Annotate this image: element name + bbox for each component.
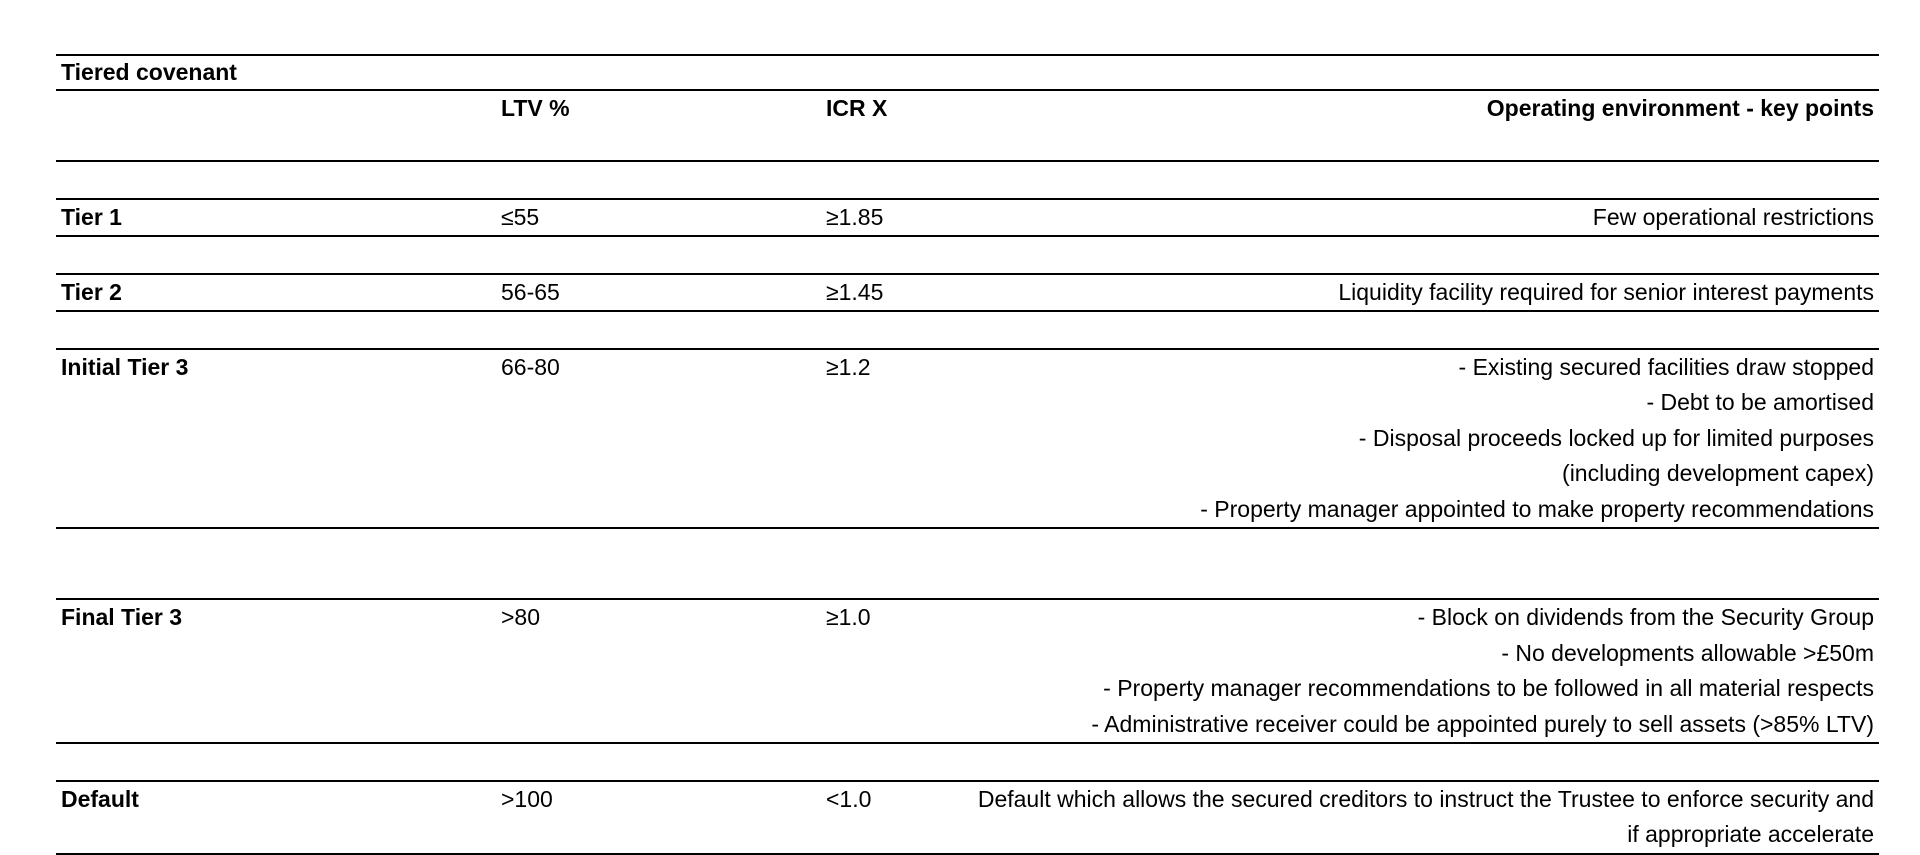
key-point-line: - Administrative receiver could be appoi…	[1091, 710, 1874, 737]
ltv-value: >100	[501, 785, 553, 812]
header-icr: ICR X	[826, 95, 888, 121]
header-tier	[56, 91, 496, 160]
spacer-row	[56, 162, 1879, 200]
tier-label: Default	[61, 785, 139, 812]
icr-and-points: ≥1.2 - Existing secured facilities draw …	[821, 350, 1879, 528]
icr-value: ≥1.0	[826, 604, 871, 630]
tiered-covenant-table: Tiered covenant LTV % ICR X Operating env…	[56, 54, 1879, 855]
icr-value: ≥1.85	[826, 203, 884, 230]
ltv-value: 66-80	[501, 353, 560, 380]
ltv-value: ≤55	[501, 203, 540, 230]
table-title: Tiered covenant	[56, 56, 1879, 91]
header-ltv: LTV %	[501, 95, 570, 121]
table-row: Tier 2 56-65 ≥1.45 Liquidity facility re…	[56, 275, 1879, 312]
spacer-row	[56, 529, 1879, 600]
spacer-row	[56, 237, 1879, 275]
table-row: Tier 1 ≤55 ≥1.85 Few operational restric…	[56, 200, 1879, 237]
key-points: Liquidity facility required for senior i…	[1338, 275, 1874, 311]
icr-and-points: ≥1.45 Liquidity facility required for se…	[821, 275, 1879, 311]
key-point-line: - No developments allowable >£50m	[1501, 639, 1874, 666]
header-row: LTV % ICR X Operating environment - key p…	[56, 91, 1879, 162]
key-points: - Block on dividends from the Security G…	[1091, 600, 1874, 742]
key-point-line: Few operational restrictions	[1592, 203, 1874, 230]
key-point-line: if appropriate accelerate	[1627, 821, 1874, 847]
table-row: Final Tier 3 >80 ≥1.0 - Block on dividen…	[56, 600, 1879, 744]
table-row: Initial Tier 3 66-80 ≥1.2 - Existing sec…	[56, 350, 1879, 529]
key-point-line: - Block on dividends from the Security G…	[1417, 604, 1874, 630]
key-point-line: - Property manager recommendations to be…	[1103, 675, 1874, 701]
table-row: Default >100 <1.0 Default which allows t…	[56, 782, 1879, 855]
header-icr-and-points: ICR X Operating environment - key points	[821, 91, 1879, 160]
icr-and-points: <1.0 Default which allows the secured cr…	[821, 782, 1879, 853]
key-points: Few operational restrictions	[1593, 200, 1874, 236]
tier-label: Tier 1	[61, 203, 122, 230]
key-point-line: - Disposal proceeds locked up for limite…	[1358, 424, 1874, 451]
key-point-line: - Existing secured facilities draw stopp…	[1458, 353, 1874, 380]
icr-and-points: ≥1.85 Few operational restrictions	[821, 200, 1879, 236]
key-point-line: - Debt to be amortised	[1646, 389, 1874, 415]
key-point-line: Liquidity facility required for senior i…	[1338, 278, 1874, 305]
ltv-value: 56-65	[501, 278, 560, 305]
spacer-row	[56, 744, 1879, 782]
key-points: Default which allows the secured credito…	[978, 782, 1874, 853]
key-point-line: - Property manager appointed to make pro…	[1200, 495, 1874, 522]
icr-and-points: ≥1.0 - Block on dividends from the Secur…	[821, 600, 1879, 742]
ltv-value: >80	[501, 604, 541, 630]
icr-value: <1.0	[826, 785, 872, 812]
header-key-points: Operating environment - key points	[1486, 95, 1874, 121]
icr-value: ≥1.45	[826, 278, 884, 305]
spacer-row	[56, 312, 1879, 350]
key-point-line: (including development capex)	[1562, 460, 1874, 486]
tier-label: Final Tier 3	[61, 604, 183, 630]
tier-label: Initial Tier 3	[61, 353, 189, 380]
key-point-line: Default which allows the secured credito…	[977, 785, 1874, 812]
icr-value: ≥1.2	[826, 353, 871, 380]
key-points: - Existing secured facilities draw stopp…	[1200, 350, 1874, 528]
tier-label: Tier 2	[61, 278, 122, 305]
